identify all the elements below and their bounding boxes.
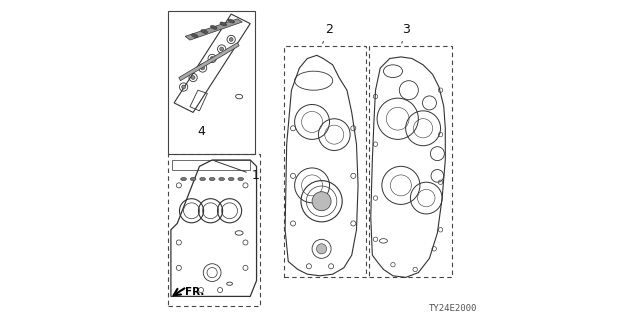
Circle shape	[229, 37, 233, 41]
Ellipse shape	[209, 178, 215, 180]
Circle shape	[191, 76, 195, 79]
Ellipse shape	[219, 178, 225, 180]
Ellipse shape	[190, 178, 196, 180]
Text: 1: 1	[215, 161, 260, 182]
Ellipse shape	[228, 178, 234, 180]
Ellipse shape	[180, 178, 186, 180]
Polygon shape	[179, 43, 239, 81]
Text: 2: 2	[323, 23, 333, 43]
Ellipse shape	[201, 30, 207, 33]
Text: 4: 4	[198, 124, 205, 138]
Circle shape	[182, 85, 186, 89]
Text: FR.: FR.	[185, 287, 205, 297]
Circle shape	[211, 57, 214, 60]
Text: TY24E2000: TY24E2000	[429, 304, 477, 313]
Ellipse shape	[238, 178, 244, 180]
Ellipse shape	[211, 26, 217, 29]
Ellipse shape	[228, 19, 234, 23]
Ellipse shape	[191, 34, 198, 37]
Polygon shape	[185, 19, 243, 40]
Text: 3: 3	[402, 23, 410, 43]
Ellipse shape	[200, 178, 205, 180]
Circle shape	[201, 66, 205, 70]
Ellipse shape	[220, 22, 227, 26]
Circle shape	[312, 192, 331, 211]
Circle shape	[220, 47, 223, 51]
Circle shape	[317, 244, 326, 254]
